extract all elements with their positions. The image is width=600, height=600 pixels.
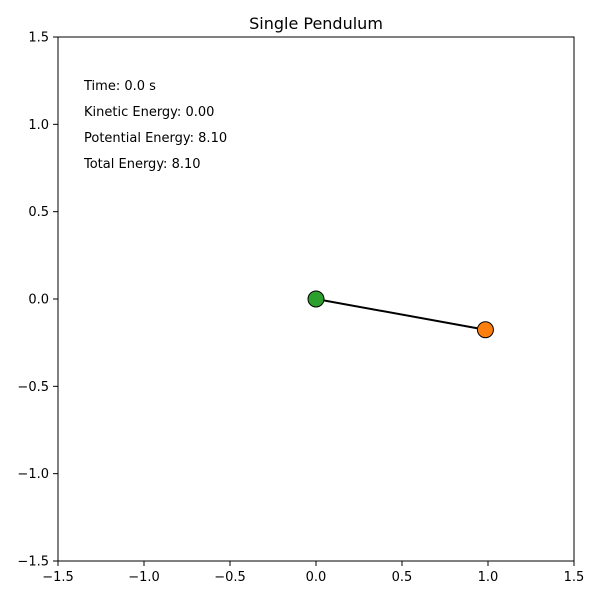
x-tick-label: 0.0 [306,570,327,585]
x-tick-label: 1.5 [564,570,585,585]
x-tick-label: 0.5 [392,570,413,585]
pendulum-rod [315,298,487,331]
y-tick-label: −0.5 [17,380,49,395]
y-tick-label: 1.0 [28,118,49,133]
pendulum-bob [476,321,494,339]
energy-annotation: Total Energy: 8.10 [83,157,201,172]
plot-frame [57,36,575,562]
pendulum-marks [307,290,494,339]
chart-title: Single Pendulum [249,14,383,33]
energy-annotation: Potential Energy: 8.10 [84,131,227,146]
x-tick-label: 1.0 [478,570,499,585]
y-tick-label: −1.5 [17,555,49,570]
y-tick-label: 1.5 [28,31,49,46]
x-tick-label: −0.5 [214,570,246,585]
energy-annotation: Kinetic Energy: 0.00 [84,105,214,120]
energy-annotation: Time: 0.0 s [83,79,156,94]
energy-annotations: Time: 0.0 s Kinetic Energy: 0.00 Potential… [83,79,227,172]
pivot-point [307,290,325,308]
axis-ticks: −1.5 −1.0 −0.5 0.0 0.5 1.0 1.5 −1.5 −1.0 −0.5 0.0 0… [17,31,584,586]
y-tick-label: −1.0 [17,467,49,482]
x-tick-label: −1.0 [128,570,160,585]
y-tick-label: 0.5 [28,205,49,220]
x-tick-label: −1.5 [42,570,74,585]
y-tick-label: 0.0 [28,293,49,308]
